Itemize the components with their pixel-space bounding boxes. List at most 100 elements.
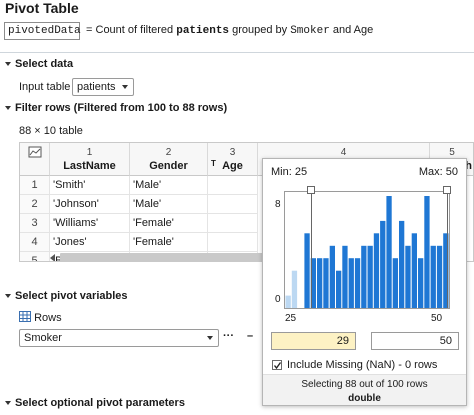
desc-text-3: and (329, 24, 354, 36)
equals-sign: = (86, 24, 93, 36)
histogram-bar (411, 233, 417, 308)
table-cell[interactable] (208, 233, 258, 252)
max-slider-handle[interactable] (443, 186, 451, 194)
column-header-lastname[interactable]: 1 LastName (50, 143, 130, 176)
table-corner (20, 143, 50, 176)
table-cell[interactable] (208, 214, 258, 233)
table-cell[interactable]: 'Williams' (50, 214, 130, 233)
select-data-section-header[interactable]: Select data (5, 58, 73, 70)
input-table-label: Input table (19, 81, 71, 93)
table-cell[interactable]: 'Male' (130, 176, 208, 195)
table-size-label: 88 × 10 table (19, 125, 83, 137)
histogram-bar (310, 258, 316, 308)
histogram-bar (436, 245, 443, 308)
histogram-bar (373, 233, 380, 308)
histogram-bar (380, 220, 386, 308)
max-slider-line (447, 194, 448, 308)
histogram-bar (348, 258, 354, 308)
section-heading: Select data (15, 58, 74, 70)
rows-grid-icon (19, 311, 31, 322)
histogram-bar (424, 196, 430, 308)
histogram-bar (392, 258, 398, 308)
rows-variable-dropdown[interactable]: Smoker (19, 329, 219, 347)
min-label: Min: 25 (271, 166, 308, 178)
collapse-icon (5, 106, 11, 111)
horizontal-scrollbar[interactable] (60, 253, 460, 261)
desc-group-1: Smoker (290, 25, 330, 37)
pivot-variables-section-header[interactable]: Select pivot variables (5, 290, 128, 302)
min-slider-line (311, 194, 312, 308)
histogram-bar (329, 245, 335, 308)
column-number: 3 (229, 147, 236, 158)
table-cell[interactable]: 'Jones' (50, 233, 130, 252)
column-number: 2 (165, 147, 172, 158)
max-value-input[interactable]: 50 (371, 332, 459, 350)
desc-text-2: grouped by (229, 24, 291, 36)
table-cell[interactable] (208, 176, 258, 195)
histogram-bar (323, 258, 329, 308)
chevron-down-icon (122, 85, 128, 89)
data-type-label: double (348, 393, 381, 404)
row-number: 1 (20, 176, 50, 195)
histogram-bar (361, 245, 367, 308)
table-cell[interactable]: 'Female' (130, 233, 208, 252)
histogram-bar (430, 245, 436, 308)
rows-variable-value: Smoker (24, 332, 62, 344)
histogram-bar (336, 270, 342, 308)
input-table-value: patients (77, 81, 116, 93)
y-tick-bottom: 0 (275, 294, 281, 305)
table-cell[interactable]: 'Female' (130, 214, 208, 233)
include-missing-label: Include Missing (NaN) - 0 rows (287, 359, 438, 371)
row-number: 3 (20, 214, 50, 233)
input-table-dropdown[interactable]: patients (72, 78, 134, 96)
desc-group-2: Age (353, 24, 374, 36)
histogram-bar (443, 233, 449, 308)
table-cell[interactable]: 'Male' (130, 195, 208, 214)
histogram-bar (285, 295, 291, 308)
histogram-bar (354, 258, 361, 308)
table-cell[interactable]: 'Johnson' (50, 195, 130, 214)
column-header-gender[interactable]: 2 Gender (130, 143, 208, 176)
filter-rows-section-header[interactable]: Filter rows (Filtered from 100 to 88 row… (5, 102, 227, 114)
histogram-bar (405, 245, 411, 308)
x-tick-left: 25 (285, 313, 297, 324)
table-cell[interactable] (208, 195, 258, 214)
histogram-bar (342, 245, 348, 308)
column-header-age[interactable]: 3 Age T (208, 143, 258, 176)
histogram-bar (367, 245, 373, 308)
min-slider-handle[interactable] (307, 186, 315, 194)
scroll-left-icon[interactable] (50, 254, 55, 261)
column-name: LastName (63, 160, 116, 172)
pivot-description: = Count of filtered patients grouped by … (86, 24, 373, 37)
row-number: 2 (20, 195, 50, 214)
chevron-down-icon (207, 336, 213, 340)
table-view-icon (28, 146, 41, 158)
page-title: Pivot Table (5, 0, 79, 16)
output-variable-field[interactable]: pivotedData (4, 22, 81, 40)
age-filter-popup[interactable]: Min: 25 Max: 50 8 0 25 50 29 50 Include … (262, 158, 467, 406)
histogram-bar (291, 270, 298, 308)
section-heading: Filter rows (Filtered from 100 to 88 row… (15, 102, 228, 114)
desc-text-1: Count of filtered (95, 24, 177, 36)
histogram-bar (418, 258, 424, 308)
section-heading: Select optional pivot parameters (15, 397, 185, 409)
max-label: Max: 50 (418, 166, 458, 178)
histogram-chart (285, 196, 449, 308)
column-number: 4 (340, 147, 347, 158)
histogram-bar (386, 196, 392, 308)
column-number: 1 (86, 147, 93, 158)
rows-label: Rows (34, 312, 62, 324)
remove-variable-button[interactable]: – (247, 330, 254, 342)
min-value-input[interactable]: 29 (271, 332, 356, 350)
x-tick-right: 50 (431, 313, 443, 324)
collapse-icon (5, 401, 11, 406)
column-name: Age (222, 160, 243, 172)
section-heading: Select pivot variables (15, 290, 128, 302)
histogram-bar (304, 233, 310, 308)
row-number: 4 (20, 233, 50, 252)
more-options-button[interactable]: ··· (223, 330, 234, 342)
optional-parameters-section-header[interactable]: Select optional pivot parameters (5, 397, 185, 409)
collapse-icon (5, 62, 11, 67)
table-cell[interactable]: 'Smith' (50, 176, 130, 195)
include-missing-checkbox[interactable] (272, 360, 282, 370)
